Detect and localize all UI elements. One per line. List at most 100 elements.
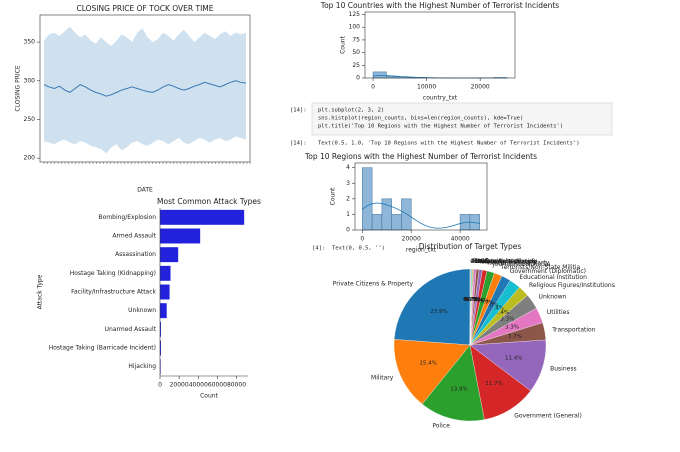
code-cell <box>311 102 613 136</box>
x-axis-label: DATE <box>137 187 153 194</box>
bar <box>160 228 201 244</box>
slice-percent: 23.9% <box>430 309 447 315</box>
slice-label: Government (Diplomatic) <box>510 268 586 275</box>
y-tick-label: 200 <box>24 155 36 162</box>
slice-label: Maritime <box>472 258 499 265</box>
hist-bar <box>391 214 402 231</box>
slice-percent: 11.4% <box>505 356 522 362</box>
pie-slice <box>394 268 471 346</box>
y-tick-label: 25 <box>352 62 360 69</box>
bar <box>160 303 167 319</box>
hist-bar <box>371 214 383 231</box>
slice-percent: 0.1% <box>463 297 477 303</box>
x-tick-label: 20000 <box>170 382 189 389</box>
slice-label: Journalists & Media <box>492 261 551 268</box>
x-axis-label: region_txt <box>406 247 437 254</box>
slice-percent: 11.7% <box>485 381 502 387</box>
slice-percent: 1.0% <box>472 298 486 304</box>
confidence-band <box>44 26 246 154</box>
y-tick-label: Assassination <box>115 251 156 258</box>
output-text: Text(0.5, 1.0, 'Top 10 Regions with the … <box>318 141 580 147</box>
chart-title: Distribution of Target Types <box>419 242 522 251</box>
slice-percent: 3.3% <box>500 316 514 322</box>
y-tick-label: 250 <box>24 116 36 123</box>
slice-percent: 0.7% <box>469 297 483 303</box>
y-tick-label: Hostage Taking (Kidnapping) <box>70 270 156 277</box>
y-tick-label: 3 <box>346 180 350 187</box>
y-tick-label: 0 <box>356 75 360 82</box>
y-tick-label: 350 <box>24 39 36 46</box>
chart-title: Top 10 Regions with the Highest Number o… <box>304 152 537 161</box>
x-axis-label: country_txt <box>423 95 458 102</box>
slice-label: Transportation <box>551 326 596 333</box>
price-line <box>43 80 247 97</box>
slice-percent: 0.5% <box>466 297 480 303</box>
x-tick-label: 40000 <box>189 382 208 389</box>
y-tick-label: 1 <box>346 211 350 218</box>
slice-percent: 0.2% <box>464 297 478 303</box>
slice-percent: 1.7% <box>480 300 494 306</box>
x-tick-label: 10000 <box>417 84 436 91</box>
plot-frame <box>354 162 488 231</box>
hist-bar <box>381 198 392 231</box>
y-axis-label: Attack Type <box>37 274 44 309</box>
slice-label: Educational Institution <box>519 274 587 281</box>
y-tick-label: 50 <box>352 49 360 56</box>
slice-percent: 1.6% <box>475 299 489 305</box>
y-tick-label: Unknown <box>128 307 156 314</box>
x-tick-label: 0 <box>360 236 364 243</box>
output-prompt: [14]: <box>290 141 307 147</box>
x-tick-label: 80000 <box>227 382 246 389</box>
x-tick-label: 20000 <box>402 236 421 243</box>
y-tick-label: 300 <box>24 77 36 84</box>
hist-bar <box>372 71 387 79</box>
slice-label: Religious Figures/Institutions <box>529 282 615 289</box>
y-tick-label: 2 <box>346 195 350 202</box>
slice-label: Military <box>371 375 394 382</box>
output-prompt: [4]: <box>312 246 325 252</box>
slice-label: Food or Water Supply <box>473 258 538 265</box>
slice-label: Violent Political Party <box>486 259 550 266</box>
slice-label: Terrorists/Non-State Militia <box>500 264 581 271</box>
y-tick-label: 4 <box>346 164 350 171</box>
x-tick-label: 0 <box>371 84 375 91</box>
x-tick-label: 20000 <box>471 84 490 91</box>
slice-label: Utilities <box>547 309 570 316</box>
y-tick-label: Hijacking <box>128 363 156 370</box>
slice-label: Government (General) <box>514 412 582 419</box>
y-tick-label: 100 <box>349 24 361 31</box>
y-tick-label: Hostage Taking (Barricade Incident) <box>49 345 156 352</box>
slice-percent: 0.2% <box>465 297 479 303</box>
chart-title: CLOSING PRICE OF TOCK OVER TIME <box>77 4 214 13</box>
code-line: plt.subplot(2, 3, 2) <box>318 108 384 114</box>
slice-label: Telecommunication <box>477 258 536 265</box>
y-axis-label: Count <box>330 187 337 205</box>
slice-label: NGO <box>475 258 489 265</box>
kde-curve <box>362 202 480 229</box>
slice-label: Unknown <box>539 294 567 301</box>
bar <box>160 209 245 225</box>
slice-percent: 3.7% <box>508 334 522 340</box>
slice-percent: 2.4% <box>495 310 509 316</box>
code-prompt: [14]: <box>290 108 307 114</box>
x-tick-label: 0 <box>158 382 162 389</box>
bar <box>160 359 161 375</box>
chart-title: Most Common Attack Types <box>157 197 261 206</box>
output-text: Text(0, 0.5, '') <box>332 246 385 252</box>
y-tick-label: 125 <box>349 11 361 18</box>
pie-slice <box>422 344 485 422</box>
bar <box>160 321 161 337</box>
slice-label: Police <box>432 423 450 430</box>
slice-label: Abortion Related <box>471 258 521 265</box>
plot-frame <box>364 11 516 79</box>
slice-percent: 2.0% <box>485 302 499 308</box>
slice-percent: 0.6% <box>468 297 482 303</box>
slice-percent: 2.4% <box>490 306 504 312</box>
y-tick-label: 0 <box>346 227 350 234</box>
x-tick-label: 40000 <box>451 236 470 243</box>
slice-percent: 0.2% <box>464 297 478 303</box>
code-line: plt.title('Top 10 Regions with the Highe… <box>318 124 563 130</box>
x-tick-label: 60000 <box>208 382 227 389</box>
slice-percent: 13.9% <box>450 387 467 393</box>
